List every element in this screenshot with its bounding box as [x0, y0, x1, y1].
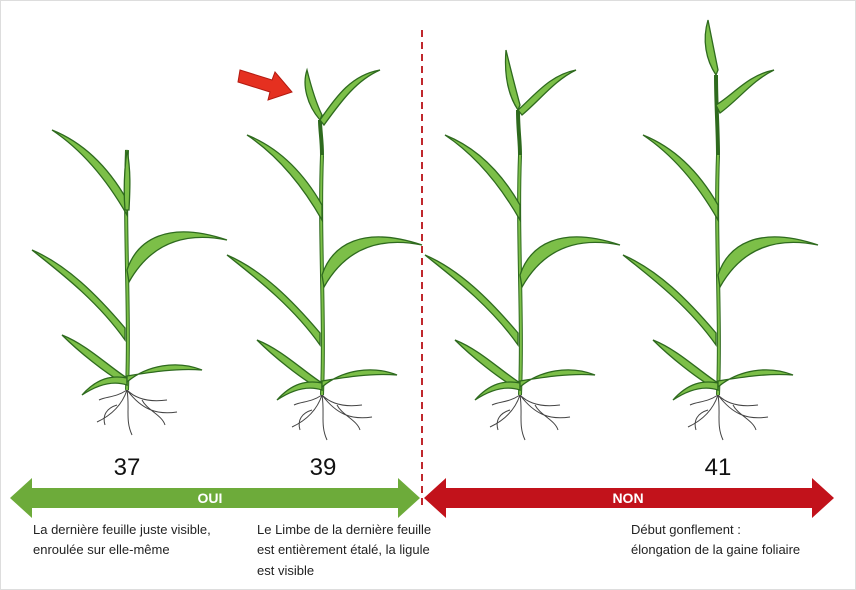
- zone-label: NON: [612, 490, 643, 506]
- diagram: OUI NON 37 39 41 La dernière feuille jus…: [0, 0, 856, 590]
- description: Début gonflement :: [631, 522, 741, 537]
- stage-code: 39: [310, 454, 337, 481]
- stage-code: 41: [705, 454, 732, 481]
- description: enroulée sur elle-même: [33, 542, 170, 557]
- description: Le Limbe de la dernière feuille: [257, 522, 431, 537]
- stage-code: 37: [114, 454, 141, 481]
- description: élongation de la gaine foliaire: [631, 542, 800, 557]
- zone-label: OUI: [198, 490, 223, 506]
- description: La dernière feuille juste visible,: [33, 522, 211, 537]
- description: est visible: [257, 563, 314, 578]
- description: est entièrement étalé, la ligule: [257, 542, 430, 557]
